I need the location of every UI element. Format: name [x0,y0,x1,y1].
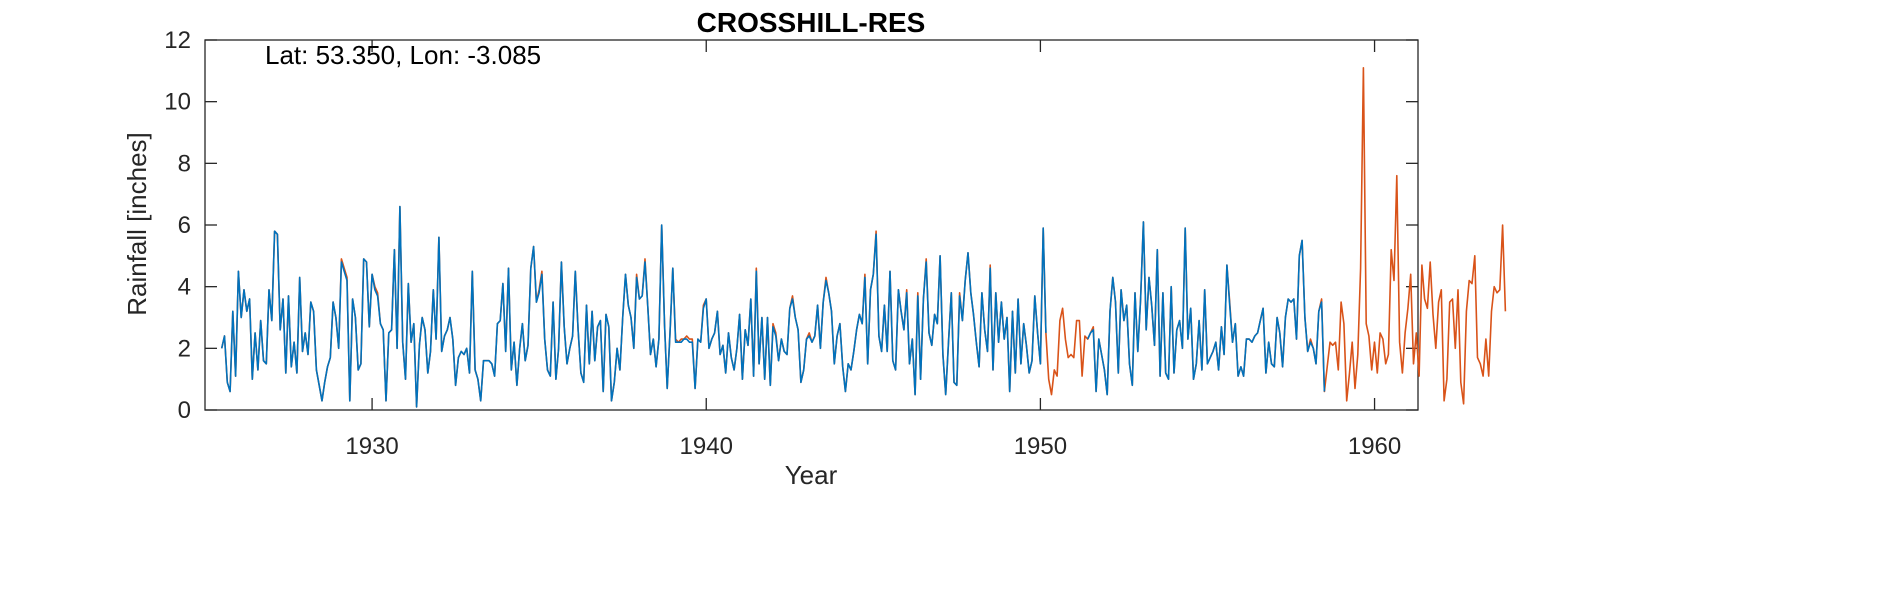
y-axis-label: Rainfall [inches] [122,132,152,316]
series-2-line [1086,221,1326,396]
x-tick-label: 1950 [1014,433,1067,460]
y-tick-label: 12 [164,27,191,54]
series-2-line [220,205,1047,408]
y-tick-label: 10 [164,89,191,116]
x-tick-label: 1960 [1348,433,1401,460]
plot-area: 0 2 4 6 8 10 12 1930 1940 1950 1960 [164,27,1507,460]
x-tick-label: 1940 [680,433,733,460]
location-annotation: Lat: 53.350, Lon: -3.085 [265,40,541,70]
plot-frame [204,39,1419,411]
y-tick-label: 8 [178,150,191,177]
y-tick-label: 2 [178,335,191,362]
chart-title: CROSSHILL-RES [697,7,926,38]
x-tick-label: 1930 [345,433,398,460]
y-tick-label: 4 [178,274,191,301]
y-tick-label: 6 [178,212,191,239]
y-tick-label: 0 [178,397,191,424]
x-axis-label: Year [785,460,838,490]
